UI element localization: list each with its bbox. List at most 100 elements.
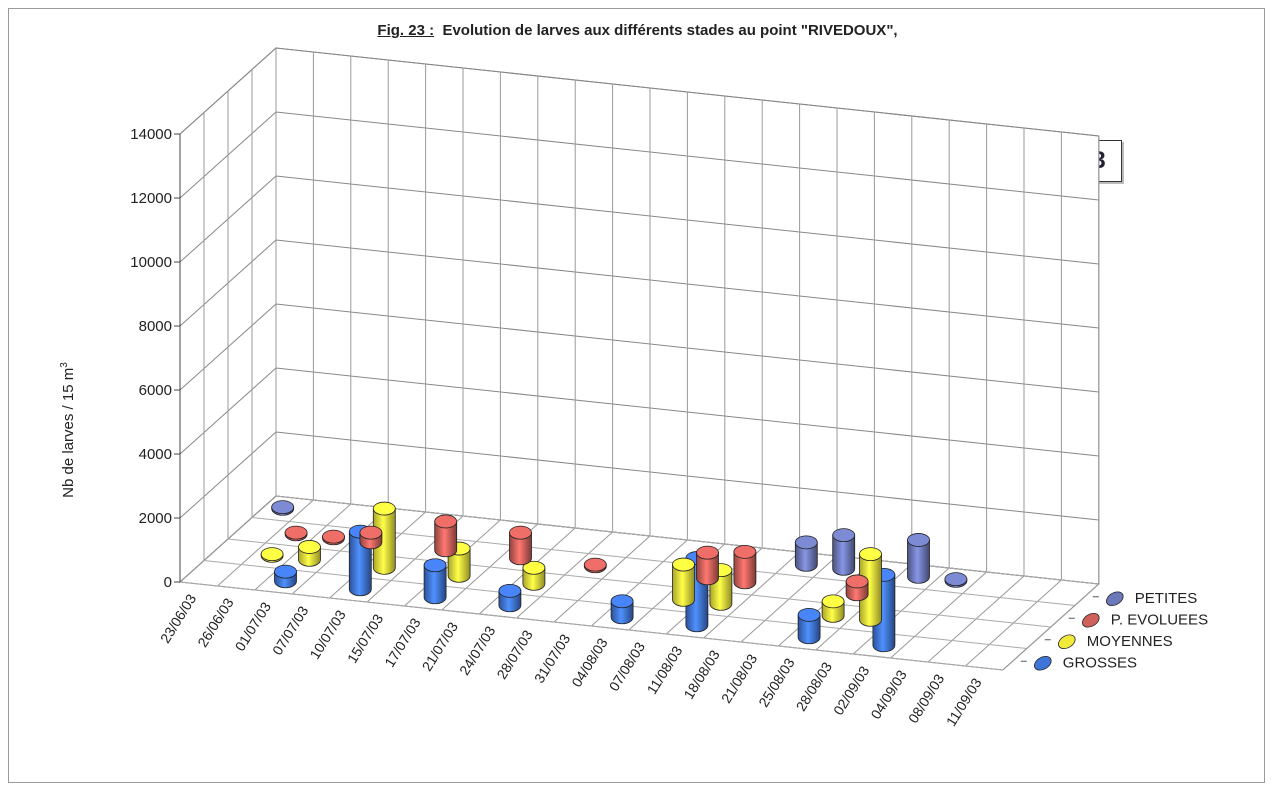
y-tick-label: 0 (164, 574, 172, 591)
bar-petites-14 (794, 535, 818, 572)
x-tick-label: 07/08/03 (606, 639, 649, 694)
x-tick-label: 04/08/03 (568, 635, 611, 690)
y-tick-label: 2000 (139, 510, 172, 527)
x-tick-label: 07/07/03 (269, 603, 312, 658)
bar-top (509, 525, 532, 540)
legend-item-moyennes: MOYENNES (1044, 633, 1173, 650)
figure-number: Fig. 23 : (377, 22, 435, 39)
figure-title: Evolution de larves aux différents stade… (442, 22, 898, 39)
x-tick-label: 25/08/03 (755, 655, 798, 710)
bar-grosses-11 (610, 594, 634, 625)
bar-top (284, 525, 308, 540)
floor-depth-line (179, 581, 1003, 671)
legend-label: PETITES (1135, 590, 1198, 607)
bar-moyennes-12 (672, 557, 695, 607)
y-tick-label: 10000 (130, 254, 172, 271)
chart-bars (260, 500, 968, 653)
bar-top (498, 583, 522, 598)
bar-p-evoluees-1 (284, 525, 308, 542)
y-tick-label: 8000 (139, 318, 172, 335)
legend-label: MOYENNES (1087, 633, 1173, 650)
bar-body (733, 551, 757, 590)
bar-top (359, 525, 383, 540)
x-tick-label: 26/06/03 (194, 595, 237, 650)
bar-top (434, 514, 458, 529)
bar-top (845, 574, 869, 589)
bar-top (274, 564, 297, 579)
y-tick-label: 14000 (130, 126, 172, 143)
bar-top (907, 533, 930, 547)
bar-top (733, 544, 757, 559)
legend-marker (1106, 591, 1124, 607)
bar-top (522, 560, 546, 575)
bar-top (821, 594, 845, 609)
bar-top (794, 535, 818, 550)
bar-moyennes-2 (298, 540, 321, 567)
bar-p-evoluees-3 (359, 525, 383, 550)
bar-top (610, 594, 634, 609)
legend-item-grosses: GROSSES (1020, 654, 1137, 671)
bar-body (794, 541, 818, 572)
bar-grosses-16 (797, 607, 821, 645)
bar-grosses-6 (423, 558, 447, 605)
y-axis-label-superscript: 3 (59, 362, 70, 368)
x-tick-label: 04/09/03 (867, 667, 910, 722)
bar-body (672, 564, 695, 607)
bar-body (832, 534, 856, 576)
bar-top (672, 557, 695, 572)
legend-label: P. EVOLUEES (1111, 611, 1208, 628)
bar-body (907, 539, 930, 584)
bar-body (434, 521, 458, 558)
y-tick-label: 4000 (139, 446, 172, 463)
bar-top (260, 547, 284, 562)
legend-item-petites: PETITES (1092, 590, 1198, 607)
y-tick-label: 6000 (139, 382, 172, 399)
bar-moyennes-8 (522, 560, 546, 591)
bar-top (859, 547, 882, 562)
y-axis-label-text: Nb de larves / 15 m (60, 368, 77, 498)
x-tick-label: 31/07/03 (531, 631, 574, 686)
x-tick-label: 02/09/03 (830, 663, 873, 718)
y-axis-label: Nb de larves / 15 m3 (59, 362, 77, 498)
bar-body (859, 553, 882, 627)
x-tick-label: 23/06/03 (157, 591, 200, 646)
bar-top (944, 572, 968, 587)
bar-body (423, 564, 447, 605)
legend-marker (1058, 634, 1076, 650)
bar-moyennes-17 (859, 547, 882, 627)
chart-title: Fig. 23 : Evolution de larves aux différ… (0, 22, 1275, 39)
bar-p-evoluees-12 (696, 545, 719, 586)
bar-petites-17 (907, 533, 930, 584)
bar-top (423, 558, 447, 573)
x-tick-label: 18/08/03 (680, 647, 723, 702)
x-tick-label: 21/07/03 (419, 619, 462, 674)
x-tick-label: 24/07/03 (456, 623, 499, 678)
x-tick-label: 11/09/03 (943, 675, 985, 729)
bar-p-evoluees-7 (509, 525, 532, 566)
bar-petites-18 (944, 572, 968, 588)
legend-marker (1034, 655, 1052, 671)
y-tick-label: 12000 (130, 190, 172, 207)
bar-moyennes-1 (260, 547, 284, 563)
bar-grosses-2 (274, 564, 297, 589)
bar-top (298, 540, 321, 554)
x-tick-label: 15/07/03 (344, 611, 387, 666)
x-tick-label: 11/08/03 (644, 643, 686, 697)
bar-grosses-8 (498, 583, 522, 613)
bar-body (509, 532, 532, 566)
bar-petites-15 (832, 528, 856, 576)
x-tick-label: 10/07/03 (306, 607, 349, 662)
bar-petites-0 (271, 500, 295, 516)
legend-marker (1082, 612, 1100, 628)
bar-p-evoluees-16 (845, 574, 869, 602)
x-tick-label: 08/09/03 (905, 671, 948, 726)
x-tick-label: 28/07/03 (493, 627, 536, 682)
bar-top (322, 529, 345, 544)
x-tick-label: 28/08/03 (793, 659, 836, 714)
bar-top (797, 607, 821, 622)
x-tick-label: 17/07/03 (381, 615, 424, 670)
floor-depth-line (275, 495, 1099, 585)
bar-top (271, 500, 295, 515)
bar-top (583, 557, 607, 572)
